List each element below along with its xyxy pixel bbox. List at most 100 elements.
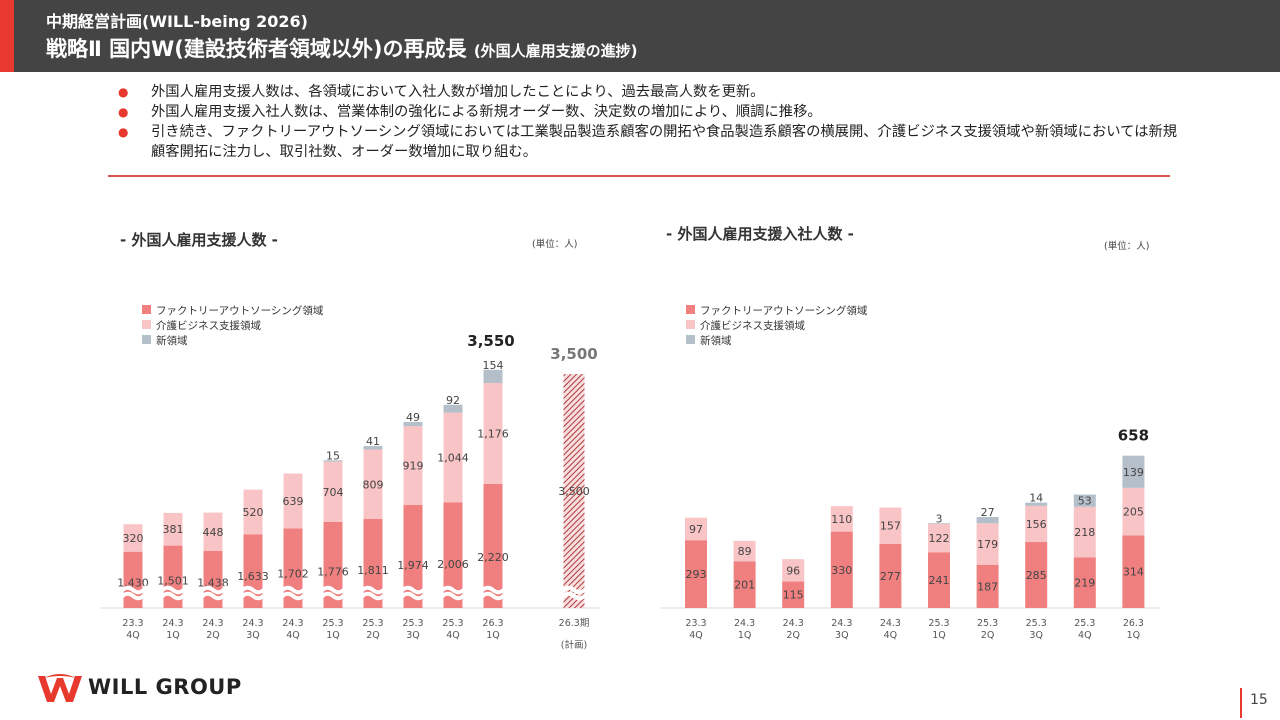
data-label: 1,702 xyxy=(277,568,309,581)
axis-break-mark xyxy=(558,590,590,602)
bar-segment xyxy=(879,543,902,608)
x-tick-label: 4Q xyxy=(286,630,300,641)
x-tick-label: 2Q xyxy=(786,630,800,641)
data-label: 96 xyxy=(786,564,800,577)
data-label: 41 xyxy=(366,435,380,448)
chart1-svg: ファクトリーアウトソーシング領域介護ビジネス支援領域新領域1,4303201,5… xyxy=(100,304,600,651)
bar-segment xyxy=(782,581,805,608)
data-label: 139 xyxy=(1123,466,1144,479)
x-tick-label: 26.3 xyxy=(482,618,503,629)
slide-title-small: (外国人雇用支援の進捗) xyxy=(473,42,638,60)
data-label: 520 xyxy=(243,506,264,519)
data-label: 330 xyxy=(831,564,852,577)
bar-segment xyxy=(1122,455,1145,488)
legend-swatch xyxy=(686,320,695,329)
legend-swatch xyxy=(686,305,695,314)
data-label: 1,974 xyxy=(397,559,429,572)
data-label: 704 xyxy=(323,486,344,499)
chart2-title: - 外国人雇用支援入社人数 - xyxy=(666,225,854,243)
axis-break-mark xyxy=(357,584,389,596)
bullet-text: 外国人雇用支援人数は、各領域において入社人数が増加したことにより、過去最高人数を… xyxy=(151,84,765,100)
legend-label: 新領域 xyxy=(700,334,732,347)
x-tick-label: 3Q xyxy=(835,630,849,641)
data-label: 89 xyxy=(738,545,752,558)
bullet-item: ● 外国人雇用支援入社人数は、営業体制の強化による新規オーダー数、決定数の増加に… xyxy=(118,102,1178,122)
data-label: 1,776 xyxy=(317,565,349,578)
x-tick-label: 1Q xyxy=(1127,630,1141,641)
data-label: 639 xyxy=(283,495,304,508)
x-tick-label: 2Q xyxy=(366,630,380,641)
x-tick-label: (計画) xyxy=(561,639,587,651)
legend-label: 介護ビジネス支援領域 xyxy=(700,319,805,332)
x-tick-label: 25.3 xyxy=(362,618,383,629)
bar-segment xyxy=(1122,487,1145,536)
bullet-text: 外国人雇用支援入社人数は、営業体制の強化による新規オーダー数、決定数の増加により… xyxy=(151,104,822,120)
chart2-unit: (単位：人) xyxy=(1104,241,1150,252)
data-label: 241 xyxy=(929,574,950,587)
data-label: 1,501 xyxy=(157,574,189,587)
data-label: 53 xyxy=(1078,495,1092,508)
bar-segment xyxy=(685,517,707,541)
data-label: 293 xyxy=(686,568,707,581)
bar-segment xyxy=(733,540,756,562)
x-tick-label: 4Q xyxy=(126,630,140,641)
data-label: 1,811 xyxy=(357,564,389,577)
data-label: 122 xyxy=(929,532,950,545)
bar-segment xyxy=(976,517,999,524)
bar-segment xyxy=(976,523,999,565)
bar-segment xyxy=(443,412,463,503)
data-label: 219 xyxy=(1074,577,1095,590)
x-tick-label: 3Q xyxy=(1029,630,1043,641)
bar-segment xyxy=(928,552,950,608)
bullet-dot-icon: ● xyxy=(118,125,129,139)
bar-segment xyxy=(879,507,902,544)
axis-break-mark xyxy=(317,584,349,596)
x-tick-label: 4Q xyxy=(884,630,898,641)
x-tick-label: 24.3 xyxy=(202,618,223,629)
bar-segment xyxy=(733,561,756,608)
axis-break-mark xyxy=(277,584,309,596)
bar-segment xyxy=(443,404,463,413)
bar-segment xyxy=(1025,505,1048,543)
bar-segment xyxy=(1073,557,1096,608)
axis-break-mark xyxy=(157,584,189,596)
data-label: 314 xyxy=(1123,566,1144,579)
bullet-dot-icon: ● xyxy=(118,105,129,119)
legend-label: 新領域 xyxy=(156,334,188,347)
bar-segment xyxy=(363,446,383,450)
header-subtitle: 中期経営計画(WILL-being 2026) xyxy=(46,12,308,31)
x-tick-label: 23.3 xyxy=(685,618,706,629)
axis-break-mark xyxy=(157,590,189,602)
axis-break-mark xyxy=(477,584,509,596)
x-tick-label: 2Q xyxy=(981,630,995,641)
x-tick-label: 24.3 xyxy=(282,618,303,629)
bar-segment xyxy=(323,461,343,522)
bullet-item: ● 引き続き、ファクトリーアウトソーシング領域においては工業製品製造系顧客の開拓… xyxy=(118,122,1178,162)
bar-segment xyxy=(928,523,950,553)
legend-swatch xyxy=(142,320,151,329)
slide-header: 中期経営計画(WILL-being 2026) 戦略Ⅱ 国内W(建設技術者領域以… xyxy=(0,0,1280,72)
axis-break-mark xyxy=(477,590,509,602)
axis-break-mark xyxy=(117,590,149,602)
data-label: 1,633 xyxy=(237,570,269,583)
slide-title-main: 戦略Ⅱ 国内W(建設技術者領域以外)の再成長 xyxy=(46,37,467,61)
data-label: 154 xyxy=(483,359,504,372)
axis-break-mark xyxy=(437,590,469,602)
axis-break-mark xyxy=(237,584,269,596)
bullet-dot-icon: ● xyxy=(118,85,129,99)
legend-label: ファクトリーアウトソーシング領域 xyxy=(700,304,868,317)
axis-break-mark xyxy=(197,590,229,602)
data-label: 2,006 xyxy=(437,558,469,571)
x-tick-label: 25.3 xyxy=(442,618,463,629)
x-tick-label: 3Q xyxy=(246,630,260,641)
bar-segment xyxy=(830,506,853,532)
x-tick-label: 24.3 xyxy=(880,618,901,629)
data-label: 205 xyxy=(1123,506,1144,519)
data-label: 179 xyxy=(977,538,998,551)
x-tick-label: 4Q xyxy=(446,630,460,641)
x-tick-label: 4Q xyxy=(689,630,703,641)
bullet-text: 引き続き、ファクトリーアウトソーシング領域においては工業製品製造系顧客の開拓や食… xyxy=(151,124,1178,160)
bar-segment xyxy=(443,502,463,608)
x-tick-label: 1Q xyxy=(932,630,946,641)
